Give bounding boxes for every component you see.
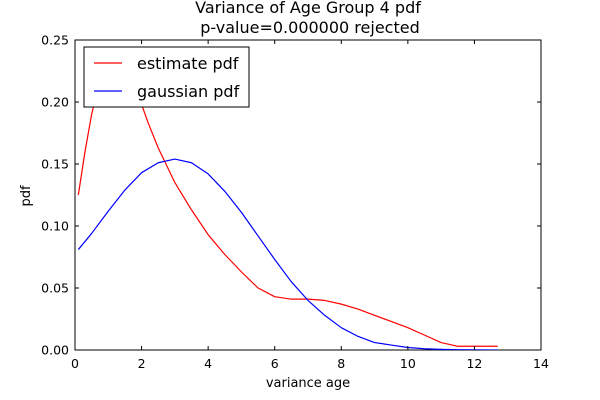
series-line-gaussian-pdf	[77, 158, 498, 350]
y-tick-label: 0.20	[41, 95, 69, 110]
chart-title-line-2: p-value=0.000000 rejected	[200, 18, 419, 37]
x-axis-ticks: 0 2 4 6 8 10 12 14	[71, 40, 549, 371]
y-axis-ticks: 0.00 0.05 0.10 0.15 0.20 0.25	[41, 33, 541, 358]
y-tick-label: 0.15	[41, 157, 69, 172]
x-tick-label: 12	[466, 356, 482, 371]
x-tick-label: 8	[337, 356, 345, 371]
y-tick-label: 0.00	[41, 343, 69, 358]
plot-area-frame	[74, 39, 542, 351]
y-tick-label: 0.10	[41, 219, 69, 234]
x-tick-label: 4	[204, 356, 212, 371]
y-tick-label: 0.05	[41, 281, 69, 296]
x-tick-label: 14	[533, 356, 549, 371]
legend-label-gaussian: gaussian pdf	[137, 82, 240, 101]
y-tick-label: 0.25	[41, 33, 69, 48]
x-tick-label: 2	[138, 356, 146, 371]
y-axis-label: pdf	[19, 185, 34, 207]
x-tick-label: 10	[400, 356, 416, 371]
legend: estimate pdf gaussian pdf	[83, 46, 250, 108]
chart-title-line-1: Variance of Age Group 4 pdf	[195, 0, 421, 17]
legend-label-estimate: estimate pdf	[137, 54, 239, 73]
x-tick-label: 6	[271, 356, 279, 371]
x-axis-label: variance age	[266, 376, 350, 391]
x-tick-label: 0	[71, 356, 79, 371]
legend-box	[83, 46, 250, 108]
